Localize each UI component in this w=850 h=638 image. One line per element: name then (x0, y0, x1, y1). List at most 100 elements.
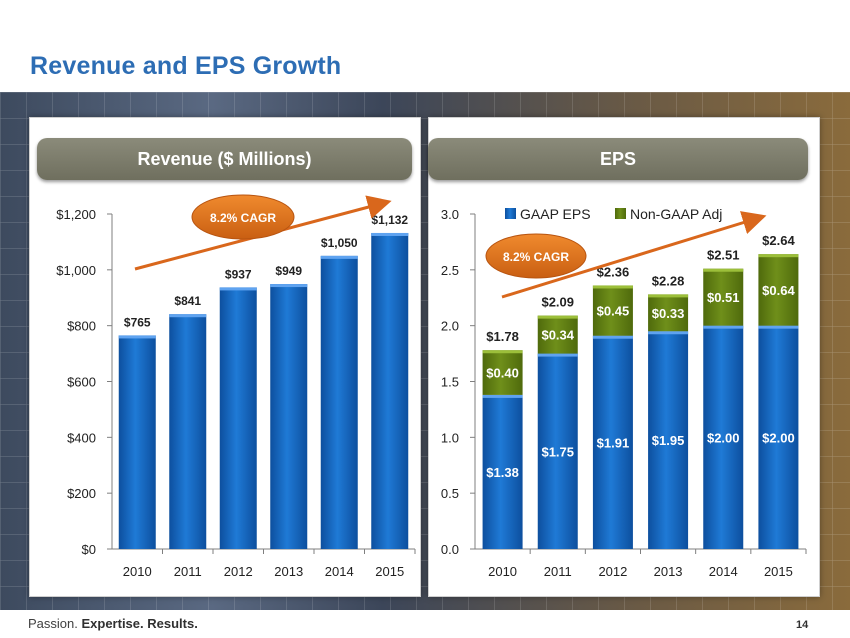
eps-gaap-bar-highlight (703, 325, 744, 329)
revenue-bar-highlight (219, 287, 257, 291)
revenue-x-tick-label: 2015 (375, 564, 404, 579)
revenue-x-tick-label: 2012 (224, 564, 253, 579)
eps-adj-bar (648, 294, 689, 332)
eps-adj-bar-highlight (703, 268, 744, 272)
eps-gaap-bar-highlight (758, 325, 799, 329)
eps-x-tick-label: 2014 (709, 564, 738, 579)
revenue-data-label: $937 (225, 267, 252, 281)
eps-y-tick-label: 3.0 (441, 207, 459, 222)
legend-gaap-swatch (505, 208, 516, 219)
eps-adj-bar (537, 315, 578, 354)
legend-adj-swatch (615, 208, 626, 219)
eps-gaap-bar-highlight (592, 335, 633, 339)
eps-adj-bar-highlight (758, 254, 799, 258)
revenue-chart-title: Revenue ($ Millions) (37, 138, 412, 180)
tagline-expertise: Expertise. (81, 616, 148, 631)
eps-gaap-data-label: $1.38 (486, 465, 519, 480)
eps-gaap-bar-highlight (648, 331, 689, 335)
eps-adj-data-label: $0.64 (762, 283, 795, 298)
revenue-cagr-label: 8.2% CAGR (210, 211, 276, 225)
revenue-data-label: $765 (124, 315, 151, 329)
revenue-y-tick-label: $1,000 (56, 263, 96, 278)
revenue-bar-highlight (169, 314, 207, 318)
legend-gaap-label: GAAP EPS (520, 206, 591, 222)
eps-total-label: $1.78 (486, 329, 519, 344)
eps-adj-data-label: $0.33 (652, 306, 685, 321)
eps-x-tick-label: 2015 (764, 564, 793, 579)
eps-adj-bar (703, 268, 744, 326)
revenue-y-tick-label: $1,200 (56, 207, 96, 222)
eps-gaap-data-label: $2.00 (762, 430, 795, 445)
revenue-bar (320, 255, 358, 549)
eps-gaap-bar (592, 335, 633, 549)
revenue-bar-highlight (371, 232, 409, 236)
eps-y-tick-label: 0.0 (441, 542, 459, 557)
eps-adj-bar-highlight (482, 350, 523, 354)
eps-gaap-bar-highlight (482, 394, 523, 398)
revenue-x-tick-label: 2014 (325, 564, 354, 579)
eps-total-label: $2.64 (762, 233, 795, 248)
eps-adj-bar (592, 285, 633, 336)
legend-adj-label: Non-GAAP Adj (630, 206, 722, 222)
revenue-bar (371, 232, 409, 549)
revenue-data-label: $1,050 (321, 236, 358, 250)
revenue-data-label: $949 (275, 264, 302, 278)
revenue-y-tick-label: $400 (67, 430, 96, 445)
eps-adj-bar-highlight (648, 294, 689, 298)
revenue-x-tick-label: 2010 (123, 564, 152, 579)
revenue-bar-highlight (320, 255, 358, 259)
tagline-passion: Passion. (28, 616, 82, 631)
revenue-y-tick-label: $0 (82, 542, 96, 557)
eps-total-label: $2.51 (707, 248, 740, 263)
revenue-x-tick-label: 2013 (274, 564, 303, 579)
eps-adj-bar (758, 254, 799, 326)
eps-adj-data-label: $0.45 (597, 304, 630, 319)
eps-gaap-data-label: $1.75 (541, 444, 574, 459)
eps-chart-title: EPS (428, 138, 808, 180)
eps-gaap-bar-highlight (537, 353, 578, 357)
eps-adj-bar-highlight (592, 285, 633, 289)
revenue-bar (169, 314, 207, 549)
eps-adj-bar (482, 350, 523, 395)
eps-gaap-bar (537, 353, 578, 549)
eps-gaap-bar (703, 325, 744, 549)
eps-gaap-data-label: $2.00 (707, 430, 740, 445)
revenue-bar (270, 284, 308, 549)
eps-y-tick-label: 2.5 (441, 263, 459, 278)
revenue-data-label: $841 (174, 294, 201, 308)
eps-x-tick-label: 2012 (598, 564, 627, 579)
eps-y-tick-label: 2.0 (441, 319, 459, 334)
slide-title: Revenue and EPS Growth (30, 52, 342, 80)
revenue-data-label: $1,132 (371, 213, 408, 227)
eps-gaap-data-label: $1.91 (597, 435, 630, 450)
eps-y-tick-label: 0.5 (441, 486, 459, 501)
footer-tagline: Passion. Expertise. Results. (28, 616, 198, 631)
eps-gaap-bar (648, 331, 689, 549)
eps-adj-data-label: $0.51 (707, 290, 740, 305)
eps-total-label: $2.28 (652, 273, 685, 288)
eps-cagr-label: 8.2% CAGR (503, 250, 569, 264)
eps-adj-data-label: $0.34 (541, 328, 574, 343)
tagline-results: Results. (147, 616, 198, 631)
eps-y-tick-label: 1.5 (441, 375, 459, 390)
page-number: 14 (796, 619, 809, 631)
revenue-y-tick-label: $200 (67, 486, 96, 501)
eps-x-tick-label: 2010 (488, 564, 517, 579)
revenue-bar (118, 335, 156, 549)
revenue-bar-highlight (270, 284, 308, 288)
eps-trend-arrow (501, 211, 767, 299)
eps-x-tick-label: 2011 (544, 564, 572, 579)
eps-x-tick-label: 2013 (654, 564, 683, 579)
eps-adj-data-label: $0.40 (486, 366, 519, 381)
eps-total-label: $2.09 (541, 295, 574, 310)
eps-cagr-badge (485, 233, 587, 279)
revenue-bar (219, 287, 257, 549)
eps-y-tick-label: 1.0 (441, 430, 459, 445)
revenue-cagr-badge (191, 194, 295, 240)
eps-total-label: $2.36 (597, 264, 630, 279)
eps-gaap-bar (758, 325, 799, 549)
eps-adj-bar-highlight (537, 315, 578, 319)
footer-bar (0, 610, 850, 638)
eps-gaap-data-label: $1.95 (652, 433, 685, 448)
